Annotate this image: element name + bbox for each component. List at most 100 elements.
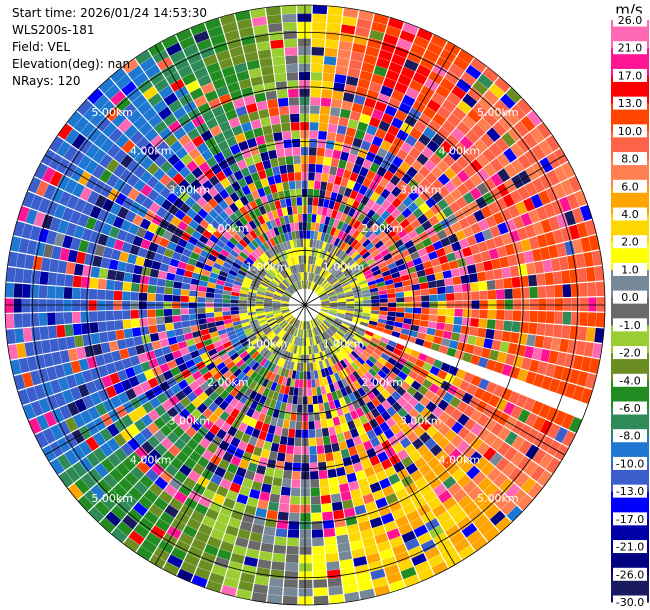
velocity-gate	[307, 379, 312, 388]
velocity-gate	[266, 458, 277, 469]
velocity-gate	[175, 334, 186, 343]
velocity-gate	[366, 552, 381, 564]
velocity-gate	[456, 341, 467, 352]
velocity-gate	[364, 272, 374, 280]
velocity-gate	[392, 442, 404, 454]
velocity-gate	[376, 404, 386, 415]
velocity-gate	[452, 106, 467, 121]
velocity-gate	[236, 18, 253, 30]
velocity-gate	[278, 283, 287, 290]
velocity-gate	[499, 256, 510, 268]
colorbar-label-bg	[613, 290, 647, 304]
velocity-gate	[353, 556, 368, 567]
velocity-gate	[275, 460, 285, 470]
velocity-gate	[275, 182, 284, 192]
velocity-gate	[172, 315, 182, 323]
velocity-gate	[560, 179, 574, 196]
velocity-gate	[32, 340, 43, 356]
velocity-gate	[237, 333, 247, 341]
velocity-gate	[464, 343, 475, 354]
velocity-gate	[272, 307, 281, 310]
velocity-gate	[437, 186, 450, 198]
velocity-gate	[258, 234, 266, 244]
velocity-gate	[127, 187, 140, 201]
velocity-gate	[355, 232, 364, 242]
velocity-gate	[504, 243, 516, 256]
velocity-gate	[495, 494, 511, 510]
velocity-gate	[211, 564, 227, 577]
velocity-gate	[447, 482, 462, 496]
velocity-gate	[482, 191, 495, 205]
velocity-gate	[166, 166, 179, 179]
velocity-gate	[591, 343, 603, 359]
velocity-gate	[270, 485, 282, 495]
velocity-gate	[130, 282, 140, 292]
velocity-gate	[251, 280, 261, 286]
velocity-gate	[266, 287, 276, 293]
velocity-gate	[252, 326, 262, 333]
velocity-gate	[244, 470, 256, 481]
velocity-gate	[214, 316, 224, 322]
velocity-gate	[362, 238, 371, 248]
velocity-gate	[246, 407, 255, 418]
velocity-gate	[391, 480, 405, 493]
velocity-gate	[246, 496, 259, 508]
velocity-gate	[236, 588, 252, 600]
velocity-gate	[419, 320, 429, 328]
velocity-gate	[240, 286, 250, 292]
range-ring-label: 2.00km	[207, 222, 249, 235]
velocity-gate	[177, 379, 189, 390]
velocity-gate	[143, 489, 158, 504]
velocity-gate	[512, 310, 522, 322]
velocity-gate	[242, 235, 251, 245]
velocity-gate	[310, 222, 316, 231]
velocity-gate	[462, 352, 473, 363]
velocity-gate	[257, 412, 267, 423]
velocity-gate	[278, 410, 286, 420]
velocity-gate	[314, 344, 320, 354]
velocity-gate	[431, 561, 449, 576]
velocity-gate	[257, 169, 267, 180]
velocity-gate	[316, 266, 321, 275]
velocity-gate	[339, 339, 347, 347]
velocity-gate	[497, 168, 511, 183]
velocity-gate	[321, 305, 330, 307]
velocity-gate	[38, 299, 47, 312]
velocity-gate	[277, 375, 284, 385]
velocity-gate	[362, 422, 373, 433]
velocity-gate	[417, 531, 433, 545]
velocity-gate	[320, 215, 326, 225]
velocity-gate	[413, 140, 426, 153]
velocity-gate	[539, 246, 551, 260]
velocity-gate	[410, 43, 426, 57]
velocity-gate	[282, 394, 289, 403]
velocity-gate	[329, 305, 338, 308]
velocity-gate	[500, 500, 517, 516]
velocity-gate	[309, 281, 314, 290]
velocity-gate	[263, 526, 276, 537]
velocity-gate	[148, 503, 164, 518]
velocity-gate	[239, 293, 248, 298]
velocity-gate	[113, 360, 125, 372]
velocity-gate	[202, 202, 213, 214]
velocity-gate	[292, 274, 297, 283]
velocity-gate	[309, 122, 319, 131]
velocity-gate	[73, 372, 86, 386]
velocity-gate	[337, 49, 351, 60]
velocity-gate	[333, 363, 341, 373]
velocity-gate	[318, 470, 328, 480]
velocity-gate	[172, 172, 185, 185]
velocity-gate	[39, 326, 49, 340]
velocity-gate	[119, 348, 130, 360]
velocity-gate	[289, 361, 295, 371]
velocity-gate	[248, 291, 257, 296]
velocity-gate	[334, 287, 343, 293]
velocity-gate	[281, 260, 288, 269]
velocity-gate	[244, 156, 255, 167]
velocity-gate	[298, 596, 313, 605]
velocity-gate	[90, 391, 102, 406]
velocity-gate	[308, 421, 315, 430]
velocity-gate	[30, 370, 42, 386]
velocity-gate	[266, 211, 275, 221]
velocity-gate	[299, 563, 312, 572]
